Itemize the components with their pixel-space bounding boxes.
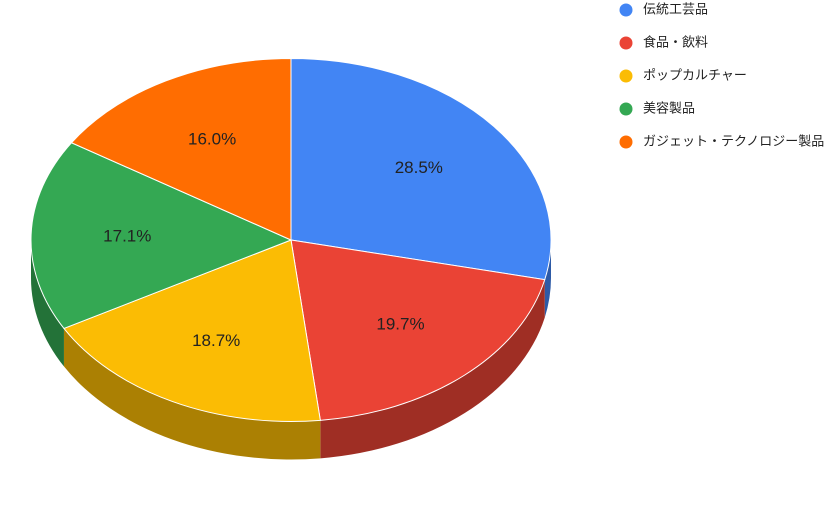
pie-slice-side (63, 328, 321, 460)
pie-slice (290, 239, 546, 421)
legend-marker (619, 135, 633, 149)
data-label: 17.1% (103, 226, 151, 245)
pie-slice (30, 142, 293, 330)
data-label: 28.5% (395, 158, 443, 177)
legend-label: 伝統工芸品 (643, 2, 708, 18)
data-label: 16.0% (188, 129, 236, 148)
data-label: 19.7% (376, 315, 424, 334)
legend-label: ガジェット・テクノロジー製品 (643, 135, 824, 150)
legend-marker (619, 3, 633, 17)
pie-slice (290, 57, 552, 281)
legend-label: 食品・飲料 (643, 35, 708, 51)
legend-marker (619, 69, 633, 83)
legend-label: 美容製品 (643, 101, 695, 117)
legend-marker (619, 36, 633, 50)
legend-label: ポップカルチャー (643, 69, 747, 84)
pie-slice-side (544, 240, 551, 318)
pie-slice-side (320, 279, 545, 459)
legend-marker (619, 102, 633, 116)
data-label: 18.7% (192, 331, 240, 350)
pie-slice (63, 239, 321, 422)
pie-slice-side (31, 240, 64, 367)
pie-slice (70, 57, 292, 241)
